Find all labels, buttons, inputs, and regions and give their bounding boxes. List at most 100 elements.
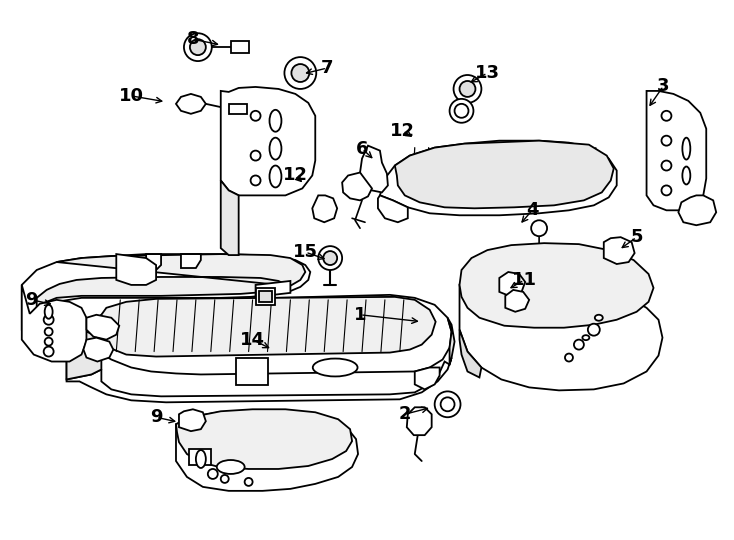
- Polygon shape: [459, 243, 653, 328]
- Ellipse shape: [582, 335, 589, 340]
- Polygon shape: [415, 368, 440, 389]
- Circle shape: [250, 176, 261, 185]
- Circle shape: [208, 469, 218, 479]
- Circle shape: [574, 340, 584, 349]
- Polygon shape: [22, 285, 87, 361]
- Circle shape: [45, 338, 53, 346]
- Text: 3: 3: [657, 77, 669, 95]
- Text: 4: 4: [526, 201, 539, 219]
- Text: 1: 1: [354, 306, 366, 324]
- Text: 13: 13: [475, 64, 500, 82]
- Circle shape: [43, 347, 54, 356]
- Ellipse shape: [683, 166, 691, 185]
- Polygon shape: [378, 195, 408, 222]
- Circle shape: [661, 185, 672, 195]
- Circle shape: [440, 397, 454, 411]
- Polygon shape: [395, 140, 614, 208]
- Polygon shape: [67, 320, 101, 380]
- Polygon shape: [448, 318, 454, 364]
- Polygon shape: [221, 87, 316, 195]
- Circle shape: [435, 392, 460, 417]
- Polygon shape: [84, 338, 113, 361]
- Polygon shape: [505, 290, 529, 312]
- Polygon shape: [176, 94, 206, 114]
- Ellipse shape: [45, 305, 53, 319]
- Ellipse shape: [269, 110, 281, 132]
- Text: 14: 14: [240, 330, 265, 349]
- Ellipse shape: [683, 138, 691, 160]
- Text: 7: 7: [321, 59, 333, 77]
- Ellipse shape: [313, 359, 357, 376]
- Bar: [258, 291, 272, 302]
- Circle shape: [250, 111, 261, 121]
- Polygon shape: [360, 146, 388, 192]
- Ellipse shape: [269, 166, 281, 187]
- Circle shape: [319, 246, 342, 270]
- Circle shape: [323, 251, 337, 265]
- Text: 2: 2: [399, 405, 411, 423]
- Circle shape: [45, 328, 53, 336]
- Polygon shape: [176, 409, 352, 469]
- Circle shape: [588, 323, 600, 336]
- Bar: [230, 41, 249, 53]
- Ellipse shape: [217, 460, 244, 474]
- Text: 10: 10: [119, 87, 144, 105]
- Polygon shape: [407, 407, 432, 435]
- Polygon shape: [67, 295, 451, 380]
- Circle shape: [244, 478, 252, 486]
- Text: 6: 6: [356, 140, 368, 158]
- Text: 12: 12: [283, 166, 308, 185]
- Text: 9: 9: [150, 408, 162, 426]
- Polygon shape: [101, 297, 436, 356]
- Polygon shape: [255, 288, 275, 305]
- Polygon shape: [87, 315, 120, 340]
- Text: 15: 15: [293, 243, 318, 261]
- Ellipse shape: [595, 315, 603, 321]
- Polygon shape: [37, 254, 305, 308]
- Circle shape: [285, 57, 316, 89]
- Circle shape: [565, 354, 573, 361]
- Circle shape: [531, 220, 547, 236]
- Circle shape: [449, 99, 473, 123]
- Polygon shape: [604, 237, 635, 264]
- Polygon shape: [459, 285, 663, 390]
- Polygon shape: [67, 357, 451, 402]
- Polygon shape: [342, 172, 372, 200]
- Circle shape: [661, 160, 672, 171]
- Polygon shape: [380, 140, 617, 215]
- Ellipse shape: [196, 450, 206, 468]
- Polygon shape: [647, 91, 706, 210]
- Text: 12: 12: [390, 122, 415, 140]
- Bar: [236, 357, 267, 386]
- Text: 8: 8: [186, 30, 199, 48]
- Polygon shape: [255, 281, 291, 297]
- Text: 5: 5: [631, 228, 643, 246]
- Polygon shape: [678, 195, 716, 225]
- Circle shape: [250, 151, 261, 160]
- Polygon shape: [221, 180, 239, 255]
- Text: 9: 9: [26, 291, 38, 309]
- Polygon shape: [22, 254, 310, 330]
- Circle shape: [43, 315, 54, 325]
- Circle shape: [184, 33, 212, 61]
- Circle shape: [661, 111, 672, 121]
- Bar: [229, 104, 247, 114]
- Circle shape: [459, 81, 476, 97]
- Circle shape: [221, 475, 229, 483]
- Text: 11: 11: [512, 271, 537, 289]
- Circle shape: [291, 64, 309, 82]
- Circle shape: [661, 136, 672, 146]
- Polygon shape: [116, 254, 156, 285]
- Circle shape: [454, 75, 482, 103]
- Ellipse shape: [269, 138, 281, 160]
- Polygon shape: [312, 195, 337, 222]
- Polygon shape: [179, 409, 206, 431]
- Bar: [189, 449, 211, 465]
- Polygon shape: [146, 254, 161, 270]
- Polygon shape: [176, 412, 358, 491]
- Polygon shape: [181, 254, 201, 268]
- Circle shape: [190, 39, 206, 55]
- Polygon shape: [499, 272, 526, 296]
- Circle shape: [454, 104, 468, 118]
- Polygon shape: [459, 330, 482, 377]
